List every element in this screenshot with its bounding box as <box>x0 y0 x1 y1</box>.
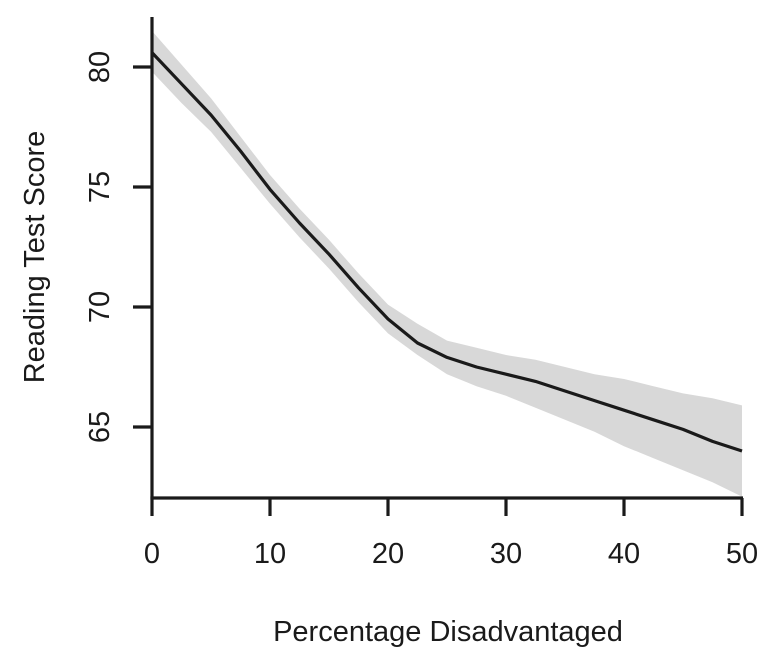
fitted-line <box>150 51 743 453</box>
x-tick-label: 20 <box>372 538 404 570</box>
x-tick-label: 10 <box>254 538 286 570</box>
x-tick-label: 50 <box>726 538 758 570</box>
x-tick-label: 0 <box>144 538 160 570</box>
y-tick-label: 75 <box>84 171 116 203</box>
x-tick-label: 30 <box>490 538 522 570</box>
tick-layer: 0 10 20 30 40 50 65 70 75 80 <box>84 51 758 570</box>
x-tick-label: 40 <box>608 538 640 570</box>
x-axis-title: Percentage Disadvantaged <box>273 616 623 648</box>
y-axis-title: Reading Test Score <box>19 131 51 384</box>
y-tick-label: 65 <box>84 411 116 443</box>
y-tick-label: 80 <box>84 51 116 83</box>
y-tick-label: 70 <box>84 291 116 323</box>
confidence-band <box>152 31 742 497</box>
curve-layer <box>150 51 743 453</box>
axis-layer <box>150 17 743 500</box>
band-layer <box>152 31 742 497</box>
